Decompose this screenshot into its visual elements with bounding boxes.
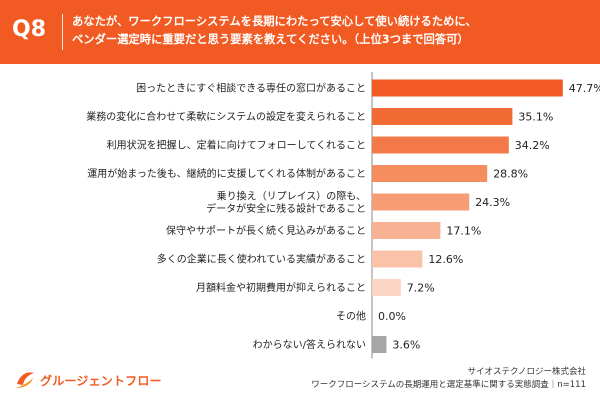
header-divider <box>62 14 63 50</box>
value-label: 28.8% <box>493 168 528 181</box>
category-label: 乗り換え（リプレイス）の際も、 <box>217 190 366 202</box>
bar <box>372 193 470 211</box>
question-header: Q8 あなたが、ワークフローシステムを長期にわたって安心して使い続けるために、 … <box>0 0 600 64</box>
bar-chart: 困ったときにすぐ相談できる専任の窓口があること 47.7% 業務の変化に合わせて柔軟… <box>86 72 600 359</box>
question-number: Q8 <box>12 17 47 42</box>
bar <box>372 108 513 125</box>
logo-swoosh-icon <box>16 372 34 388</box>
value-label: 35.1% <box>518 111 553 124</box>
bar <box>372 222 441 239</box>
logo-text: グルージェントフロー <box>40 373 162 388</box>
category-label: データが安全に残る設計であること <box>206 202 366 215</box>
value-label: 0.0% <box>378 310 406 323</box>
category-label: その他 <box>336 310 366 323</box>
category-label: 困ったときにすぐ相談できる専任の窓口があること <box>136 82 366 95</box>
category-label: わからない/答えられない <box>253 338 366 351</box>
category-label: 利用状況を把握し、定着に向けてフォローしてくれること <box>107 139 366 152</box>
value-label: 24.3% <box>475 196 510 209</box>
bar <box>372 250 423 268</box>
bar <box>372 165 488 182</box>
source-survey: ワークフローシステムの長期運用と選定基準に関する実態調査｜n=111 <box>311 380 586 390</box>
value-label: 34.2% <box>515 139 550 152</box>
value-label: 47.7% <box>569 82 600 95</box>
bar <box>372 136 509 154</box>
brand-logo: グルージェントフロー <box>14 368 162 392</box>
question-line-2: ベンダー選定時に重要だと思う要素を教えてください。（上位3つまで回答可） <box>72 33 469 46</box>
bar <box>372 336 387 353</box>
category-label: 月額料金や初期費用が抑えられること <box>196 281 366 294</box>
value-label: 3.6% <box>392 339 420 352</box>
category-label: 保守やサポートが長く続く見込みがあること <box>166 224 366 237</box>
value-label: 17.1% <box>446 225 481 238</box>
category-label: 多くの企業に長く使われている実績があること <box>157 253 366 266</box>
category-label: 運用が始まった後も、継続的に支援してくれる体制があること <box>87 167 366 180</box>
value-label: 7.2% <box>407 282 435 295</box>
category-label: 業務の変化に合わせて柔軟にシステムの設定を変えられること <box>86 110 366 123</box>
question-line-1: あなたが、ワークフローシステムを長期にわたって安心して使い続けるために、 <box>72 15 477 28</box>
bar <box>372 279 401 296</box>
source-note: サイオステクノロジー株式会社 ワークフローシステムの長期運用と選定基準に関する実… <box>311 366 586 392</box>
question-text: あなたが、ワークフローシステムを長期にわたって安心して使い続けるために、 ベンダ… <box>72 13 592 49</box>
bar <box>372 79 563 97</box>
source-company: サイオステクノロジー株式会社 <box>467 367 587 377</box>
value-label: 12.6% <box>428 253 463 266</box>
